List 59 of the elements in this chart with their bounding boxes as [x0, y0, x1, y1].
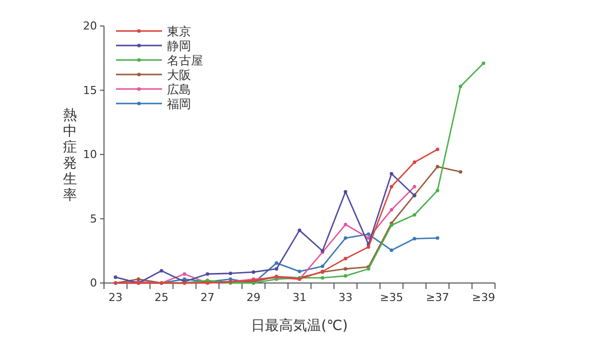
y-axis-title: 熱中症発生率: [63, 108, 77, 204]
legend-label: 東京: [167, 24, 191, 38]
point: [136, 277, 140, 281]
point: [436, 164, 440, 168]
point: [344, 267, 348, 271]
point: [366, 236, 370, 240]
point: [366, 245, 370, 249]
y-tick-label: 5: [90, 212, 97, 226]
point: [274, 267, 278, 271]
point: [344, 222, 348, 226]
point: [320, 276, 324, 280]
x-tick-label: ≥35: [380, 290, 404, 304]
point: [182, 272, 186, 276]
y-tick-label: 15: [83, 84, 97, 97]
point: [412, 213, 416, 217]
point: [390, 248, 394, 252]
point: [114, 275, 118, 279]
legend-label: 静岡: [167, 39, 191, 53]
point: [436, 188, 440, 192]
x-tick-label: 27: [200, 290, 214, 304]
point: [390, 172, 394, 176]
point: [436, 236, 440, 240]
legend-label: 広島: [167, 82, 191, 96]
point: [344, 236, 348, 240]
x-tick-label: 23: [108, 290, 122, 304]
point: [344, 190, 348, 194]
point: [298, 228, 302, 232]
point: [228, 272, 232, 276]
x-tick-label: 25: [154, 290, 168, 304]
x-axis-title: 日最高気温(℃): [251, 318, 348, 334]
x-tick-label: 33: [338, 290, 352, 304]
point: [160, 269, 164, 273]
point: [344, 274, 348, 278]
x-tick-label: ≥39: [472, 290, 496, 304]
point: [482, 61, 486, 66]
point: [274, 261, 278, 265]
point: [458, 84, 462, 88]
point: [412, 184, 416, 188]
point: [412, 160, 416, 164]
point: [458, 170, 462, 174]
point: [206, 272, 210, 276]
point: [436, 148, 440, 152]
x-tick-label: 29: [246, 290, 260, 304]
point: [252, 270, 256, 274]
x-tick-label: ≥37: [426, 290, 450, 304]
x-tick-label: 31: [292, 290, 306, 304]
y-tick-label: 20: [83, 20, 97, 33]
point: [390, 208, 394, 212]
point: [344, 256, 348, 260]
point: [366, 232, 370, 236]
point: [390, 184, 394, 188]
legend-label: 福岡: [167, 97, 191, 111]
legend-label: 大阪: [167, 68, 191, 82]
y-tick-label: 0: [90, 276, 97, 290]
legend-label: 名古屋: [167, 54, 203, 68]
point: [412, 236, 416, 240]
y-tick-label: 10: [83, 148, 97, 162]
point: [320, 264, 324, 268]
point: [298, 270, 302, 274]
